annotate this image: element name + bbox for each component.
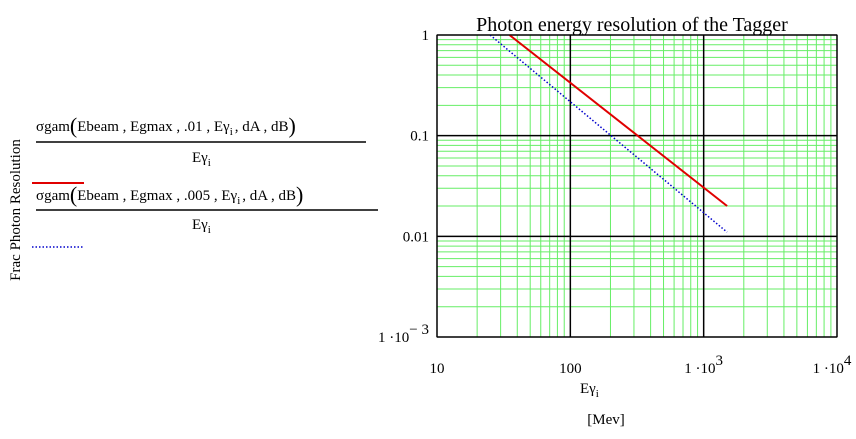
x-tick-label: 100 xyxy=(559,361,582,377)
legend-2-numerator: σgam(Ebeam , Egmax , .005 , Eγi, dA , dB… xyxy=(36,182,303,207)
y-tick-label: 1 ·10− 3 xyxy=(378,322,429,346)
tick-labels: 10 100 1 ·103 1 ·104 1 0.1 0.01 1 ·10− 3 xyxy=(378,28,852,377)
series-line-2 xyxy=(489,34,728,233)
series-line-1 xyxy=(508,34,728,207)
plot-series xyxy=(489,34,728,233)
x-tick-label: 1 ·103 xyxy=(684,353,723,377)
y-tick-label: 0.01 xyxy=(403,229,429,245)
x-axis-unit: [Mev] xyxy=(587,412,625,428)
y-axis-label: Frac Photon Resolution xyxy=(8,139,24,281)
plot-frame xyxy=(436,34,838,338)
chart-title: Photon energy resolution of the Tagger xyxy=(476,14,788,36)
legend-2-denominator: Eγi xyxy=(192,217,211,236)
x-axis-label: Eγi xyxy=(580,381,599,400)
x-tick-label: 1 ·104 xyxy=(813,353,852,377)
y-tick-label: 1 xyxy=(422,28,430,44)
y-tick-label: 0.1 xyxy=(410,129,429,145)
legend-1-numerator: σgam(Ebeam , Egmax , .01 , Eγi, dA , dB) xyxy=(36,113,296,138)
legend-entry-1: σgam(Ebeam , Egmax , .01 , Eγi, dA , dB)… xyxy=(32,113,366,184)
x-tick-label: 10 xyxy=(430,361,445,377)
plot-grid xyxy=(436,34,838,338)
legend-1-denominator: Eγi xyxy=(192,150,211,169)
legend-entry-2: σgam(Ebeam , Egmax , .005 , Eγi, dA , dB… xyxy=(32,182,378,248)
